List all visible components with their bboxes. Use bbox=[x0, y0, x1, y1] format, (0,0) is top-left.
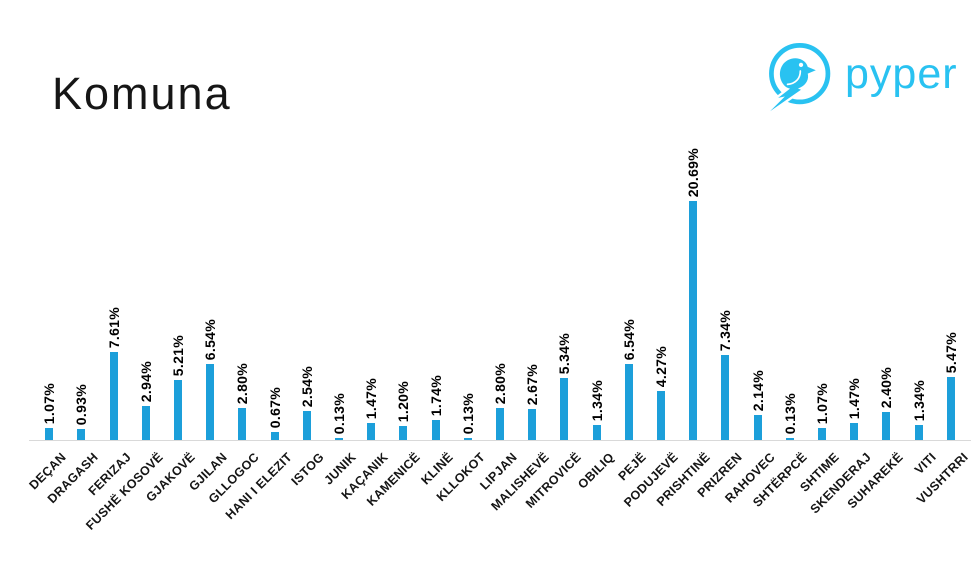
bar bbox=[624, 364, 633, 440]
page-title: Komuna bbox=[52, 68, 232, 119]
bar bbox=[399, 426, 408, 440]
bar-column: 4.27% bbox=[645, 140, 677, 440]
value-label: 20.69% bbox=[685, 147, 702, 197]
bar-column: 2.94% bbox=[130, 140, 162, 440]
bar-column: 6.54% bbox=[194, 140, 226, 440]
value-label: 0.13% bbox=[459, 392, 476, 434]
value-label: 2.14% bbox=[749, 369, 766, 411]
value-label: 2.67% bbox=[524, 363, 541, 405]
bar-column: 1.20% bbox=[387, 140, 419, 440]
bar bbox=[592, 425, 601, 440]
bar bbox=[463, 438, 472, 440]
bar-column: 20.69% bbox=[677, 140, 709, 440]
bar-column: 0.67% bbox=[258, 140, 290, 440]
pyper-logo-text: pyper bbox=[845, 49, 958, 98]
value-label: 6.54% bbox=[202, 318, 219, 360]
value-label: 0.13% bbox=[781, 392, 798, 434]
bar-column: 7.61% bbox=[97, 140, 129, 440]
value-label: 0.67% bbox=[266, 386, 283, 428]
value-label: 5.34% bbox=[556, 332, 573, 374]
value-label: 1.34% bbox=[588, 379, 605, 421]
value-label: 1.07% bbox=[41, 382, 58, 424]
bar bbox=[753, 415, 762, 440]
value-label: 6.54% bbox=[620, 318, 637, 360]
plot-area: 1.07% 0.93% 7.61% 2.94% 5.21% 6.54% 2.80% 0.67%… bbox=[29, 140, 971, 441]
bar bbox=[270, 432, 279, 440]
bar-column: 1.74% bbox=[419, 140, 451, 440]
bar bbox=[721, 355, 730, 440]
value-label: 2.54% bbox=[298, 365, 315, 407]
bar bbox=[431, 420, 440, 440]
bar-column: 0.93% bbox=[65, 140, 97, 440]
bar-column: 1.34% bbox=[903, 140, 935, 440]
value-label: 1.34% bbox=[910, 379, 927, 421]
bar-column: 2.80% bbox=[226, 140, 258, 440]
pyper-bird-icon bbox=[767, 43, 831, 114]
value-label: 4.27% bbox=[653, 345, 670, 387]
bar bbox=[946, 377, 955, 440]
x-axis-line bbox=[29, 440, 971, 441]
value-label: 1.47% bbox=[363, 377, 380, 419]
bar-column: 7.34% bbox=[709, 140, 741, 440]
bar bbox=[528, 409, 537, 440]
bar bbox=[206, 364, 215, 440]
bar bbox=[785, 438, 794, 440]
value-label: 1.20% bbox=[395, 380, 412, 422]
bar bbox=[882, 412, 891, 440]
bar bbox=[560, 378, 569, 440]
value-label: 7.34% bbox=[717, 309, 734, 351]
pyper-logo: pyper bbox=[762, 40, 958, 114]
bar bbox=[334, 438, 343, 440]
bar bbox=[818, 428, 827, 440]
value-label: 1.47% bbox=[846, 377, 863, 419]
bar-column: 2.54% bbox=[291, 140, 323, 440]
bar bbox=[850, 423, 859, 440]
value-label: 2.40% bbox=[878, 366, 895, 408]
bar-column: 0.13% bbox=[323, 140, 355, 440]
bar-column: 2.67% bbox=[516, 140, 548, 440]
bar-column: 0.13% bbox=[452, 140, 484, 440]
value-label: 2.80% bbox=[491, 362, 508, 404]
bar bbox=[45, 428, 54, 440]
bar-column: 5.47% bbox=[935, 140, 967, 440]
x-axis-labels: DEÇAN DRAGASH FERIZAJ FUSHË KOSOVË GJAKOVË GJ… bbox=[27, 446, 971, 546]
bar bbox=[914, 425, 923, 440]
bar-column: 5.21% bbox=[162, 140, 194, 440]
bar bbox=[367, 423, 376, 440]
bar bbox=[495, 408, 504, 440]
value-label: 2.80% bbox=[234, 362, 251, 404]
bar-column: 6.54% bbox=[613, 140, 645, 440]
value-label: 7.61% bbox=[105, 306, 122, 348]
bar-column: 5.34% bbox=[548, 140, 580, 440]
value-label: 5.21% bbox=[169, 334, 186, 376]
bar bbox=[689, 201, 698, 440]
bar-column: 1.47% bbox=[838, 140, 870, 440]
value-label: 0.13% bbox=[330, 392, 347, 434]
bar bbox=[141, 406, 150, 440]
bar-column: 0.13% bbox=[774, 140, 806, 440]
bar-column: 1.07% bbox=[806, 140, 838, 440]
bar bbox=[657, 391, 666, 440]
value-label: 2.94% bbox=[137, 360, 154, 402]
bar bbox=[238, 408, 247, 440]
value-label: 5.47% bbox=[942, 331, 959, 373]
bar-column: 2.14% bbox=[742, 140, 774, 440]
bar bbox=[302, 411, 311, 440]
value-label: 1.74% bbox=[427, 374, 444, 416]
bar-column: 1.07% bbox=[33, 140, 65, 440]
bar-column: 1.47% bbox=[355, 140, 387, 440]
value-label: 0.93% bbox=[73, 383, 90, 425]
bar-chart: 1.07% 0.93% 7.61% 2.94% 5.21% 6.54% 2.80% 0.67%… bbox=[27, 140, 971, 546]
bar-column: 2.80% bbox=[484, 140, 516, 440]
bar bbox=[173, 380, 182, 440]
bar-column: 2.40% bbox=[870, 140, 902, 440]
bar-column: 1.34% bbox=[581, 140, 613, 440]
bar bbox=[77, 429, 86, 440]
value-label: 1.07% bbox=[814, 382, 831, 424]
bar bbox=[109, 352, 118, 440]
